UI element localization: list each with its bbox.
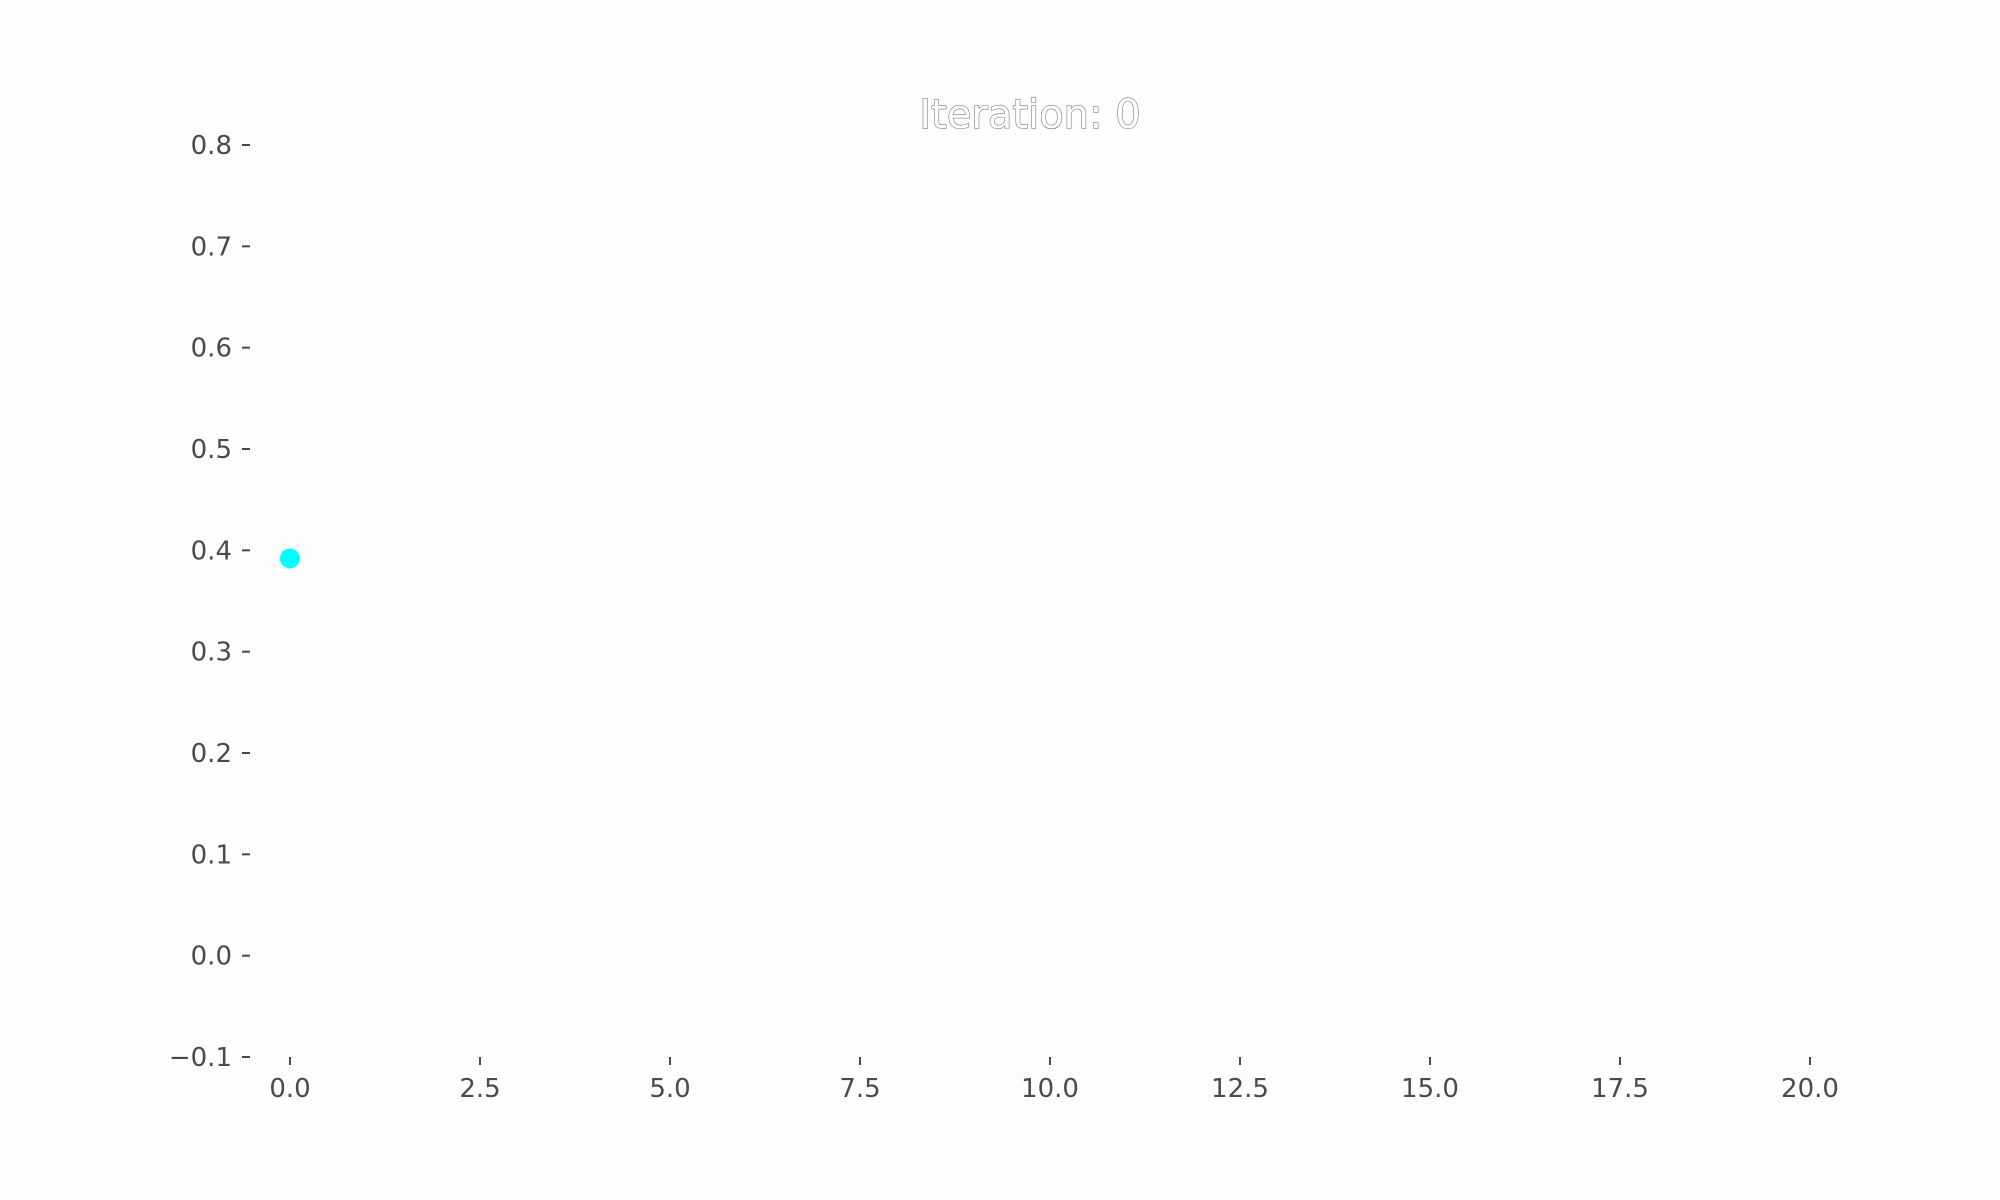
y-tick-label: 0.5 <box>191 435 232 465</box>
x-tick-label: 15.0 <box>1401 1074 1459 1104</box>
x-tick-label: 12.5 <box>1211 1074 1269 1104</box>
y-tick-label: 0.1 <box>191 840 232 870</box>
x-tick-label: 17.5 <box>1591 1074 1649 1104</box>
x-tick-label: 0.0 <box>269 1074 310 1104</box>
y-tick-label: 0.2 <box>191 739 232 769</box>
y-axis: −0.1 0.0 0.1 0.2 0.3 0.4 0.5 0.6 0.7 0.8 <box>169 131 250 1073</box>
chart-title: Iteration: 0 <box>919 92 1140 138</box>
y-tick-label: 0.3 <box>191 638 232 668</box>
y-tick-label: 0.0 <box>191 942 232 972</box>
x-axis: 0.0 2.5 5.0 7.5 10.0 12.5 15.0 17.5 20.0 <box>269 1057 1839 1104</box>
x-tick-label: 20.0 <box>1781 1074 1839 1104</box>
y-tick-label: −0.1 <box>169 1043 232 1073</box>
y-tick-label: 0.7 <box>191 232 232 262</box>
data-points <box>280 548 300 569</box>
y-tick-label: 0.6 <box>191 334 232 364</box>
x-tick-label: 7.5 <box>839 1074 880 1104</box>
data-point <box>280 548 300 569</box>
x-tick-label: 5.0 <box>649 1074 690 1104</box>
x-tick-label: 10.0 <box>1021 1074 1079 1104</box>
y-tick-label: 0.8 <box>191 131 232 161</box>
y-tick-label: 0.4 <box>191 536 232 566</box>
x-tick-label: 2.5 <box>459 1074 500 1104</box>
